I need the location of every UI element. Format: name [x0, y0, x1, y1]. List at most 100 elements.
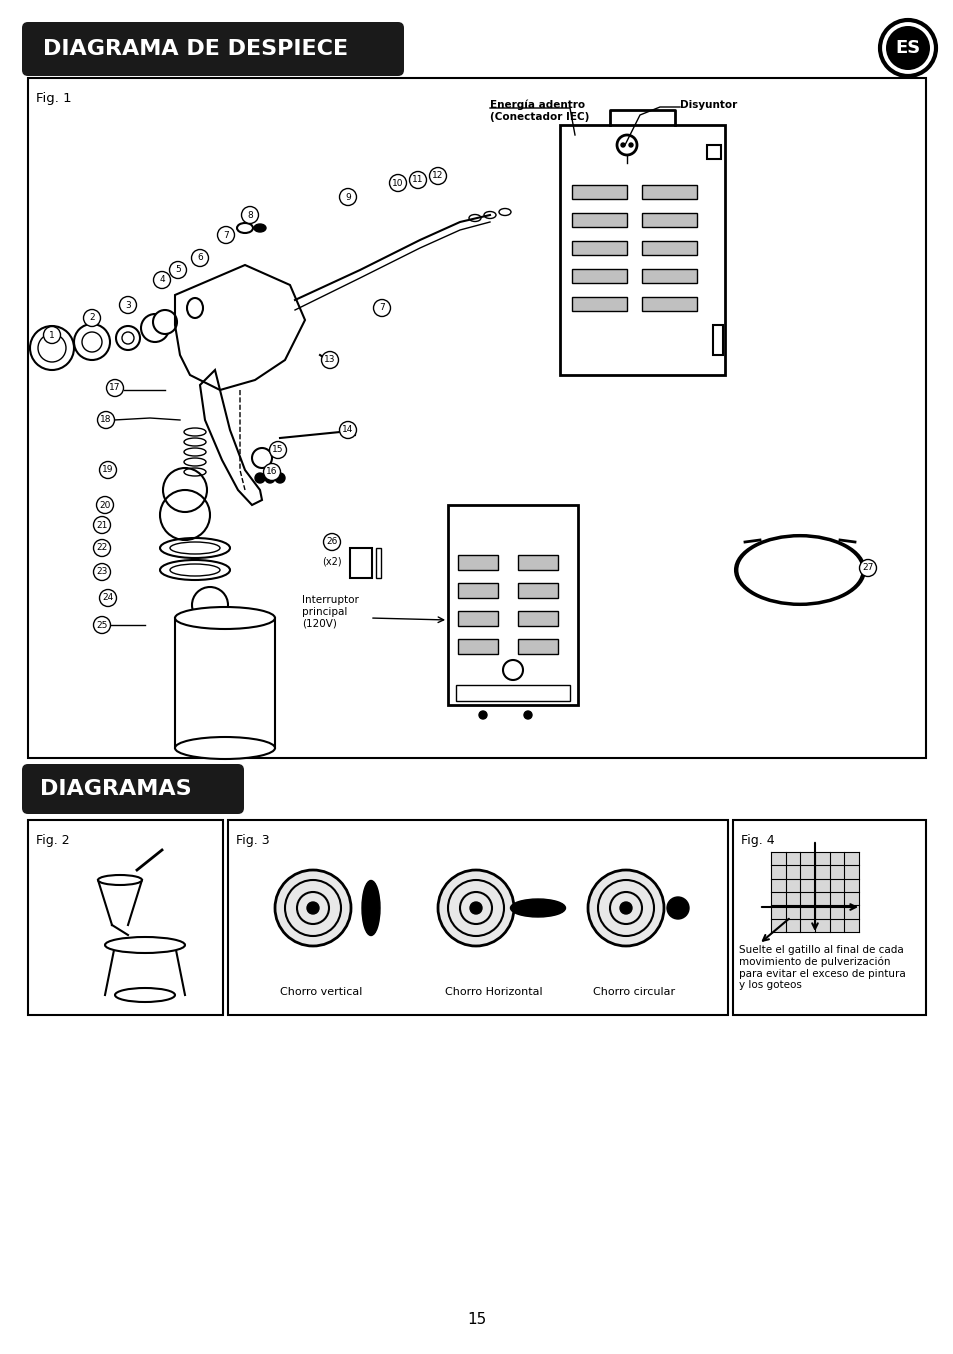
Circle shape — [93, 563, 111, 581]
Bar — [517, 555, 558, 570]
Bar — [641, 269, 697, 283]
Ellipse shape — [510, 899, 565, 917]
Text: Energía adentro
(Conectador IEC): Energía adentro (Conectador IEC) — [490, 100, 589, 122]
Circle shape — [192, 249, 209, 267]
Circle shape — [274, 871, 351, 946]
Circle shape — [84, 310, 100, 326]
Text: 15: 15 — [467, 1312, 486, 1327]
Text: 23: 23 — [96, 567, 108, 577]
Text: 8: 8 — [247, 210, 253, 219]
Circle shape — [323, 533, 340, 551]
Text: 19: 19 — [102, 466, 113, 474]
Text: 5: 5 — [175, 265, 181, 275]
Circle shape — [241, 207, 258, 223]
Text: ES: ES — [895, 39, 920, 57]
Circle shape — [99, 462, 116, 478]
Bar — [457, 639, 497, 654]
FancyBboxPatch shape — [22, 22, 403, 76]
Bar — [559, 125, 724, 375]
Text: Fig. 4: Fig. 4 — [740, 834, 774, 848]
Bar — [457, 584, 497, 598]
Bar — [572, 269, 626, 283]
Circle shape — [859, 559, 876, 577]
Circle shape — [666, 896, 688, 919]
Bar — [456, 685, 569, 701]
Circle shape — [374, 299, 390, 317]
Circle shape — [99, 589, 116, 607]
Bar — [732, 821, 925, 1016]
Circle shape — [116, 326, 140, 349]
Circle shape — [93, 616, 111, 634]
Text: 7: 7 — [378, 303, 384, 313]
Text: (x2): (x2) — [322, 556, 341, 567]
Ellipse shape — [174, 737, 274, 760]
Bar — [641, 213, 697, 227]
Circle shape — [879, 20, 935, 76]
Bar — [572, 241, 626, 255]
Text: 14: 14 — [342, 425, 354, 435]
Text: 22: 22 — [96, 543, 108, 552]
Circle shape — [470, 902, 481, 914]
Circle shape — [122, 332, 133, 344]
Ellipse shape — [98, 875, 142, 886]
Circle shape — [619, 902, 631, 914]
Text: 3: 3 — [125, 301, 131, 310]
Text: Chorro Horizontal: Chorro Horizontal — [445, 987, 542, 997]
Bar — [572, 297, 626, 311]
Bar — [641, 185, 697, 199]
Ellipse shape — [361, 880, 379, 936]
Text: 6: 6 — [197, 253, 203, 263]
Text: 4: 4 — [159, 275, 165, 284]
Circle shape — [152, 310, 177, 334]
Ellipse shape — [170, 542, 220, 554]
Text: DIAGRAMAS: DIAGRAMAS — [40, 779, 192, 799]
Text: 7: 7 — [223, 230, 229, 240]
Text: 1: 1 — [49, 330, 55, 340]
Text: 16: 16 — [266, 467, 277, 477]
Text: 15: 15 — [272, 445, 283, 455]
Circle shape — [217, 226, 234, 244]
Ellipse shape — [174, 607, 274, 630]
Circle shape — [252, 448, 272, 468]
Text: 12: 12 — [432, 172, 443, 180]
Text: 2: 2 — [89, 314, 94, 322]
Text: 17: 17 — [110, 383, 121, 393]
Bar — [448, 505, 578, 705]
Circle shape — [170, 261, 186, 279]
Text: Disyuntor: Disyuntor — [679, 100, 737, 110]
Circle shape — [93, 539, 111, 556]
Text: 20: 20 — [99, 501, 111, 509]
Text: DIAGRAMA DE DESPIECE: DIAGRAMA DE DESPIECE — [43, 39, 348, 60]
Bar — [641, 297, 697, 311]
Circle shape — [620, 144, 624, 148]
Circle shape — [307, 902, 318, 914]
Circle shape — [437, 871, 514, 946]
Ellipse shape — [253, 223, 266, 232]
Text: 27: 27 — [862, 563, 873, 573]
Circle shape — [38, 334, 66, 362]
Ellipse shape — [236, 223, 253, 233]
Ellipse shape — [187, 298, 203, 318]
Circle shape — [321, 352, 338, 368]
Circle shape — [274, 473, 285, 483]
Text: Chorro vertical: Chorro vertical — [279, 987, 362, 997]
Text: Interruptor
principal
(120V): Interruptor principal (120V) — [302, 594, 358, 628]
Bar — [457, 555, 497, 570]
Circle shape — [389, 175, 406, 191]
Circle shape — [263, 463, 280, 481]
Circle shape — [119, 297, 136, 314]
Text: 26: 26 — [326, 538, 337, 547]
Circle shape — [82, 332, 102, 352]
Text: 9: 9 — [345, 192, 351, 202]
Circle shape — [265, 473, 274, 483]
Bar — [28, 79, 925, 758]
Circle shape — [153, 272, 171, 288]
Text: Fig. 2: Fig. 2 — [36, 834, 70, 848]
Circle shape — [269, 441, 286, 459]
Circle shape — [141, 314, 169, 343]
Ellipse shape — [105, 937, 185, 953]
Circle shape — [523, 711, 532, 719]
Circle shape — [478, 711, 486, 719]
Bar — [228, 821, 727, 1016]
Circle shape — [93, 516, 111, 533]
